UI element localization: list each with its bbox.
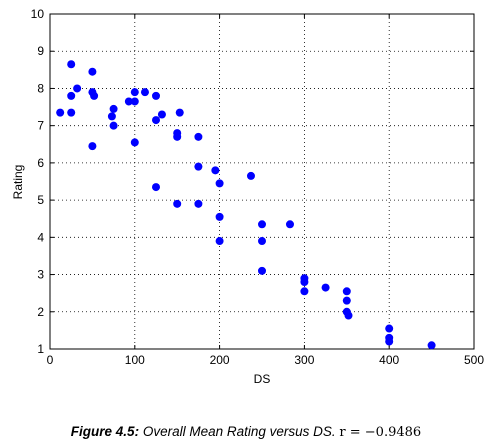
axis-ticks: 0 100 200 300 400 500 1 2 3 4 5 6 7 8 9 10 bbox=[31, 7, 485, 367]
x-tick-label: 400 bbox=[379, 353, 399, 367]
data-point bbox=[140, 88, 149, 97]
data-point bbox=[88, 67, 97, 76]
data-point bbox=[130, 138, 139, 147]
figure-caption: Figure 4.5: Overall Mean Rating versus D… bbox=[0, 424, 492, 440]
data-point bbox=[56, 108, 65, 117]
data-points bbox=[56, 60, 436, 350]
data-point bbox=[73, 84, 82, 93]
y-tick-label: 8 bbox=[37, 81, 44, 95]
data-point bbox=[173, 199, 182, 208]
scatter-chart: 0 100 200 300 400 500 1 2 3 4 5 6 7 8 9 10 DS Rating bbox=[11, 7, 485, 386]
caption-text: Overall Mean Rating versus DS. bbox=[142, 424, 336, 439]
data-point bbox=[215, 179, 224, 188]
y-tick-label: 10 bbox=[31, 7, 45, 21]
caption-r-value: r = −0.9486 bbox=[339, 425, 422, 440]
data-point bbox=[215, 237, 224, 246]
data-point bbox=[194, 132, 203, 141]
x-tick-label: 100 bbox=[125, 353, 145, 367]
data-point bbox=[246, 171, 255, 180]
data-point bbox=[215, 212, 224, 221]
data-point bbox=[130, 88, 139, 97]
data-point bbox=[342, 296, 351, 305]
data-point bbox=[175, 108, 184, 117]
data-point bbox=[427, 341, 436, 350]
x-tick-label: 300 bbox=[294, 353, 314, 367]
data-point bbox=[90, 91, 99, 100]
y-tick-label: 6 bbox=[37, 156, 44, 170]
data-point bbox=[285, 220, 294, 229]
data-point bbox=[385, 337, 394, 346]
caption-label: Figure 4.5: bbox=[70, 424, 140, 439]
x-axis-title: DS bbox=[254, 372, 271, 386]
data-point bbox=[109, 104, 118, 113]
y-tick-label: 1 bbox=[37, 342, 44, 356]
y-tick-label: 7 bbox=[37, 119, 44, 133]
plot-frame bbox=[49, 13, 475, 350]
data-point bbox=[67, 108, 76, 117]
x-tick-label: 0 bbox=[47, 353, 54, 367]
data-point bbox=[107, 112, 116, 121]
y-tick-label: 9 bbox=[37, 44, 44, 58]
data-point bbox=[88, 142, 97, 151]
data-point bbox=[194, 162, 203, 171]
data-point bbox=[321, 283, 330, 292]
data-point bbox=[130, 97, 139, 106]
data-point bbox=[67, 91, 76, 100]
data-point bbox=[157, 110, 166, 119]
data-point bbox=[211, 166, 220, 175]
data-point bbox=[300, 287, 309, 296]
y-tick-label: 4 bbox=[37, 230, 44, 244]
data-point bbox=[385, 324, 394, 333]
data-point bbox=[67, 60, 76, 69]
y-tick-label: 3 bbox=[37, 268, 44, 282]
y-tick-label: 5 bbox=[37, 193, 44, 207]
data-point bbox=[194, 199, 203, 208]
data-point bbox=[109, 121, 118, 130]
y-tick-label: 2 bbox=[37, 305, 44, 319]
data-point bbox=[124, 97, 133, 106]
data-point bbox=[173, 132, 182, 141]
y-axis-title: Rating bbox=[11, 165, 25, 200]
data-point bbox=[152, 183, 160, 192]
x-tick-label: 200 bbox=[210, 353, 230, 367]
data-point bbox=[152, 116, 160, 125]
data-point bbox=[258, 220, 266, 229]
data-point bbox=[258, 237, 266, 246]
x-tick-label: 500 bbox=[464, 353, 484, 367]
plot-background bbox=[50, 14, 474, 349]
data-point bbox=[342, 287, 351, 296]
data-point bbox=[258, 266, 266, 275]
data-point bbox=[152, 91, 160, 100]
data-point bbox=[300, 278, 309, 286]
data-point bbox=[344, 311, 353, 320]
